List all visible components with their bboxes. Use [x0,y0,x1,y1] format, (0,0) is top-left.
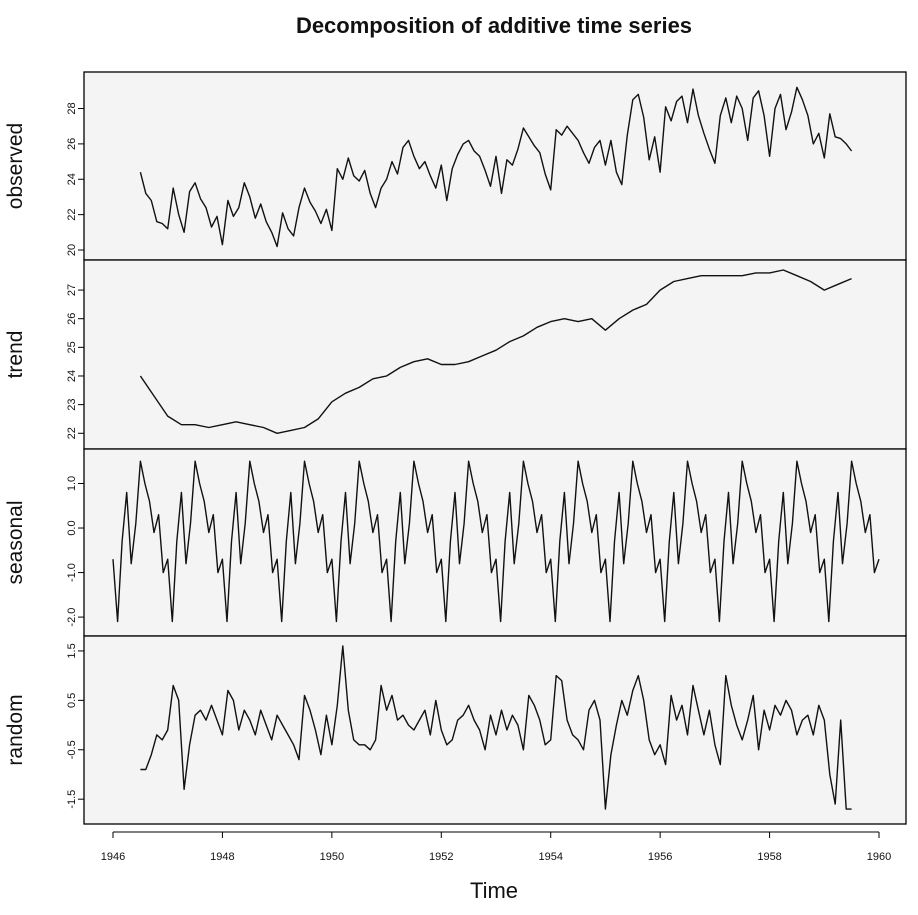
panels-group: 2022242628observed222324252627trend-2.0-… [4,71,907,825]
y-axis-label-trend: trend [4,331,27,379]
y-tick-label-observed: 24 [66,173,78,185]
y-tick-label-observed: 22 [66,209,78,221]
y-tick-label-seasonal: -1.0 [66,563,78,582]
panel-background-observed [84,72,906,260]
x-tick-label: 1950 [320,851,344,863]
y-tick-label-seasonal: 1.0 [66,476,78,491]
y-axis-label-seasonal: seasonal [4,500,27,584]
x-tick-label: 1948 [210,851,234,863]
panel-seasonal: -2.0 -1.0 0.0 1.0 seasonal [4,448,907,637]
y-axis-label-random: random [4,694,27,765]
x-axis: 1946 1948 1950 1952 1954 1956 1958 1960 [101,831,891,863]
y-tick-label-trend: 26 [66,313,78,325]
y-tick-label-trend: 27 [66,284,78,296]
x-tick-label: 1946 [101,851,125,863]
y-tick-label-observed: 28 [66,102,78,114]
panel-background-trend [84,260,906,449]
y-tick-label-observed: 20 [66,244,78,256]
y-tick-label-trend: 23 [66,399,78,411]
series-line-observed [139,86,853,248]
y-tick-label-seasonal: -2.0 [66,608,78,627]
y-tick-label-trend: 24 [66,370,78,382]
x-tick-label: 1956 [648,851,672,863]
x-tick-label: 1960 [867,851,891,863]
panel-observed: 20 22 24 26 28 observed [4,71,907,261]
panel-trend: 22 23 24 25 26 27 trend [4,259,907,450]
chart-title: Decomposition of additive time series [296,13,692,38]
y-tick-label-random: 1.5 [66,643,78,658]
y-tick-label-trend: 22 [66,427,78,439]
y-tick-label-observed: 26 [66,138,78,150]
series-line-trend [139,269,852,434]
y-axis-label-observed: observed [4,123,27,209]
y-tick-label-seasonal: 0.0 [66,520,78,535]
panel-random: -1.5 -0.5 0.5 1.5 random [4,635,907,825]
y-tick-label-random: -1.5 [66,790,78,809]
x-tick-label: 1958 [757,851,781,863]
x-tick-label: 1954 [538,851,562,863]
x-tick-label: 1952 [429,851,453,863]
y-tick-label-random: -0.5 [66,740,78,759]
y-tick-label-random: 0.5 [66,693,78,708]
panel-background-seasonal [84,449,906,636]
x-axis-label: Time [470,878,518,903]
y-tick-label-trend: 25 [66,341,78,353]
series-line-seasonal [112,460,880,623]
panel-frame-random [83,635,907,825]
series-line-random [140,645,852,810]
